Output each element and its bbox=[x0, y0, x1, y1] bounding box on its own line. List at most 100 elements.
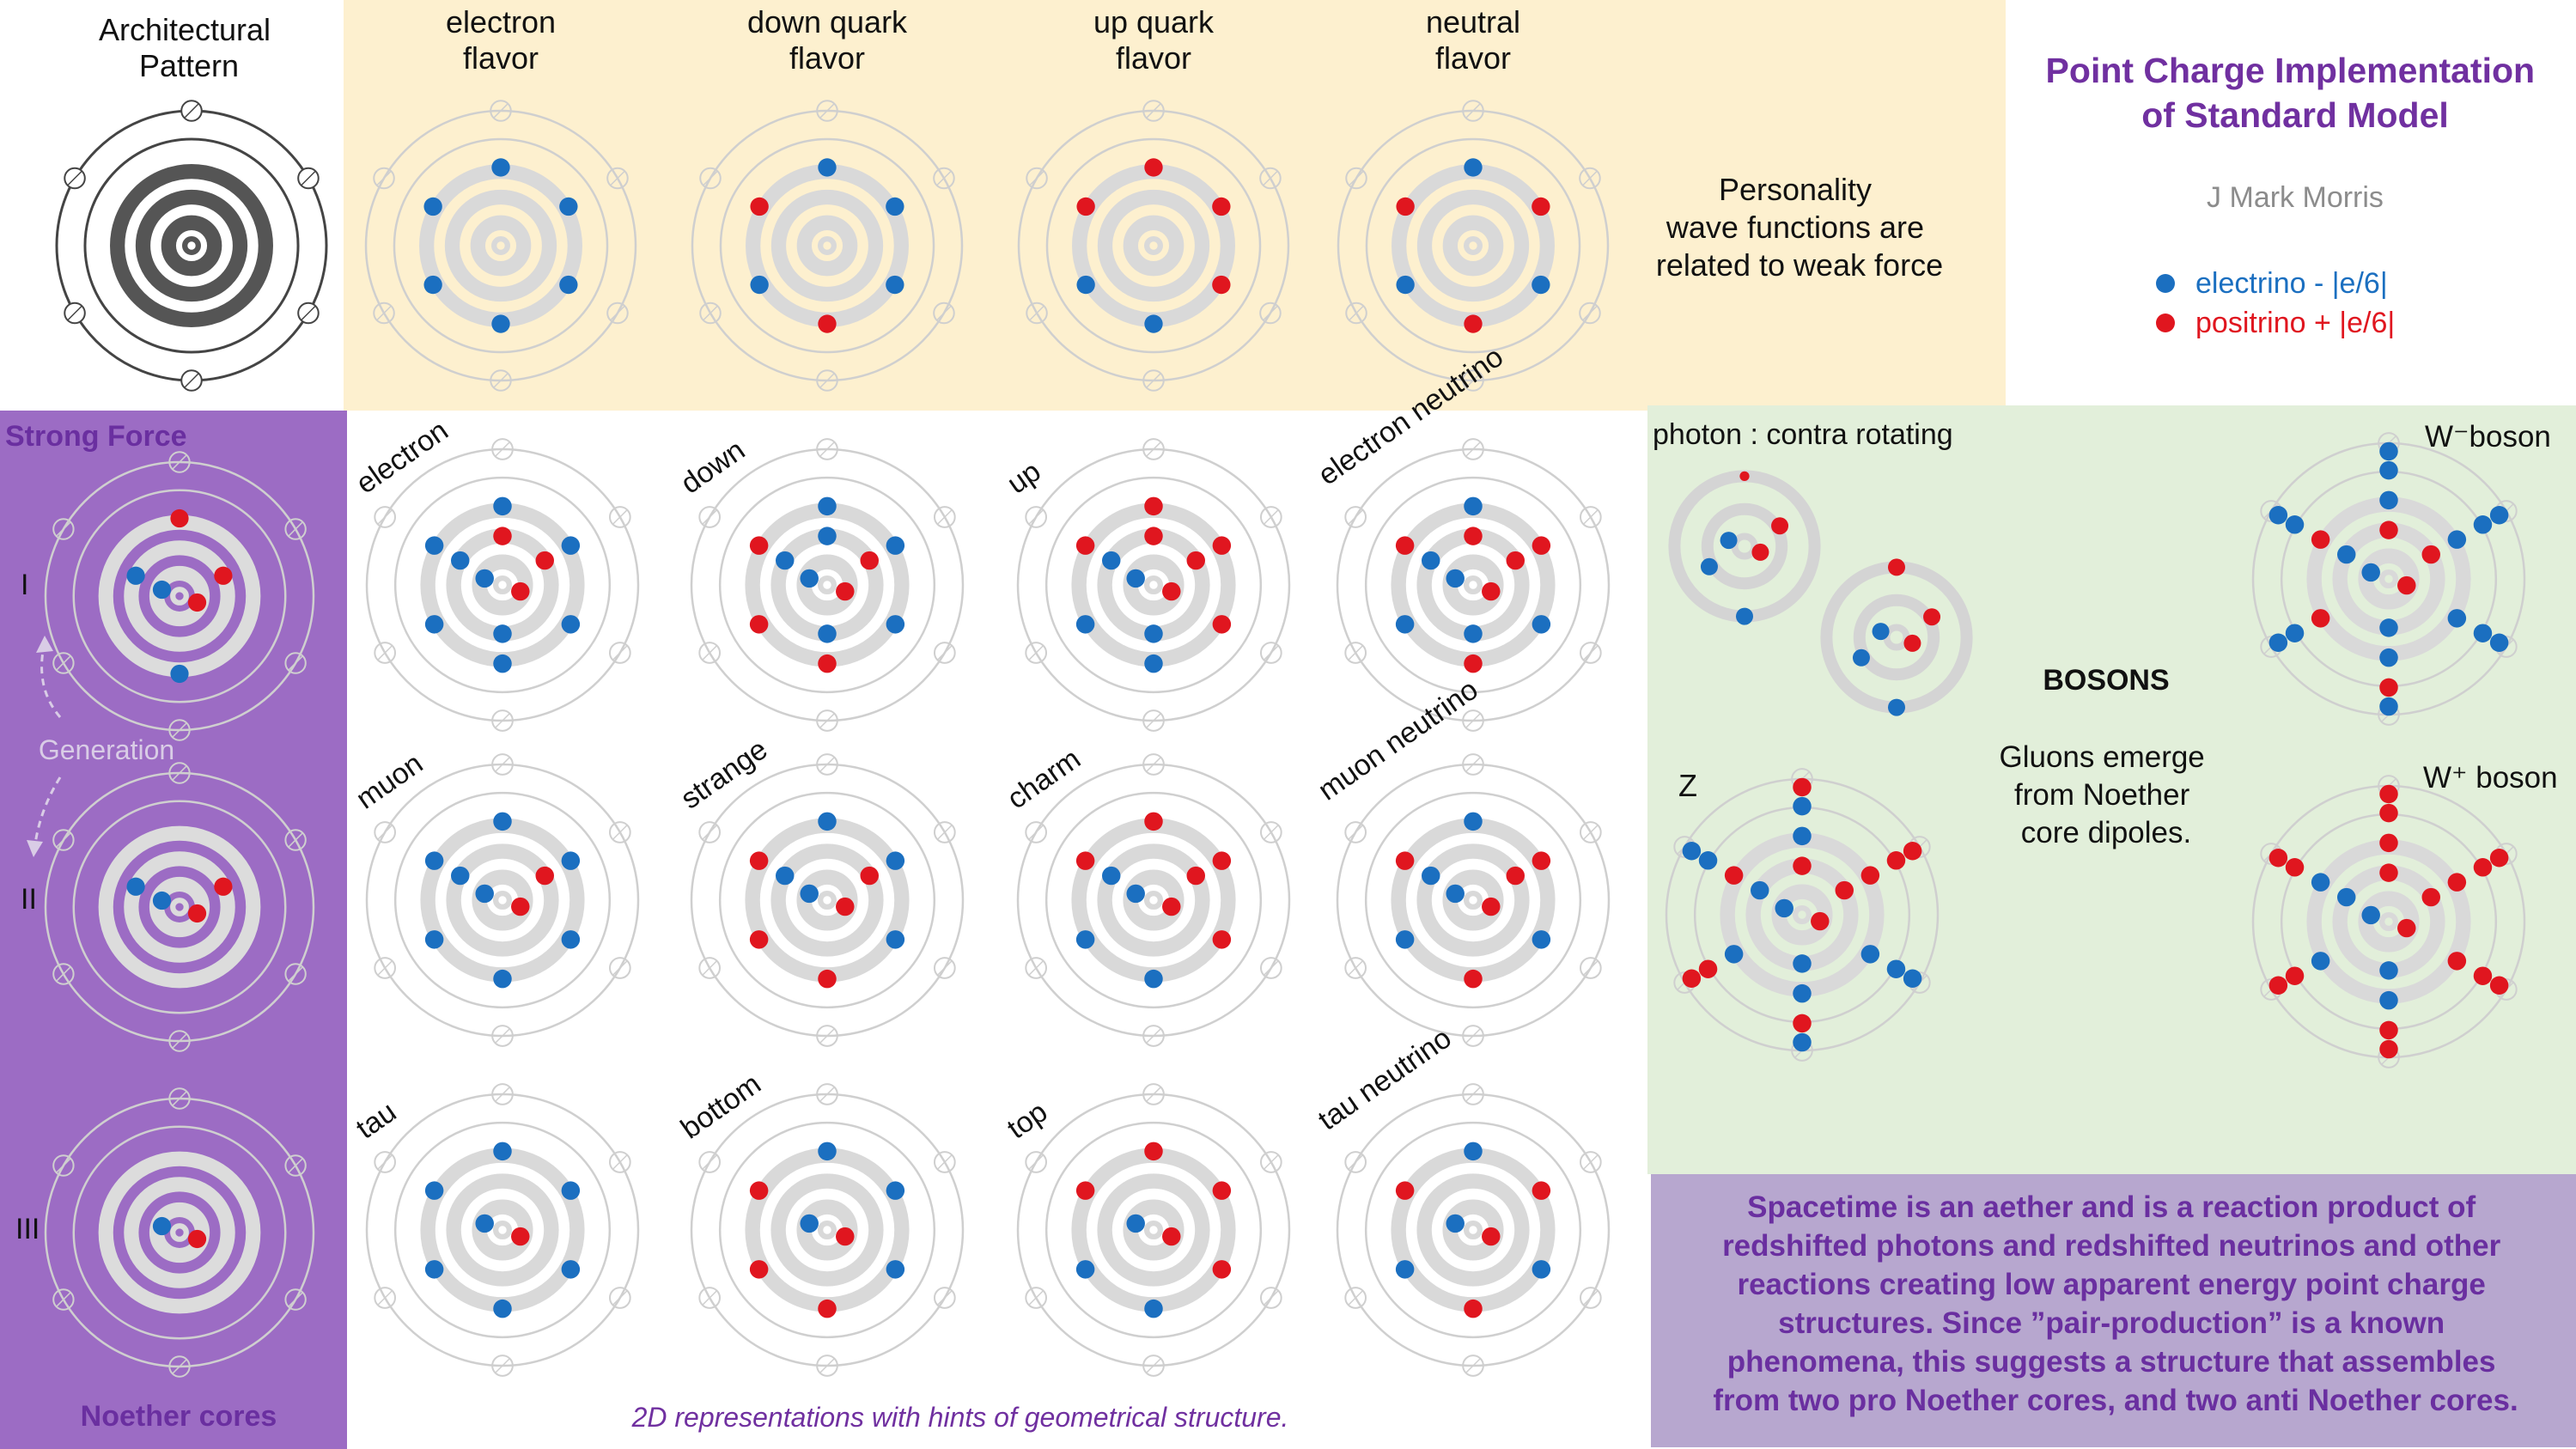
electrino-dot bbox=[424, 615, 444, 634]
orbit-ring-1 bbox=[1336, 1093, 1611, 1367]
site-marker-slash bbox=[56, 832, 71, 848]
electrino-dot bbox=[1682, 841, 1702, 861]
site-marker-slash bbox=[612, 825, 628, 840]
site-marker-slash bbox=[612, 960, 628, 976]
positrino-dot bbox=[818, 1299, 837, 1318]
site-marker-slash bbox=[819, 713, 835, 728]
positrino-dot bbox=[1212, 536, 1232, 555]
site-marker bbox=[1579, 642, 1602, 664]
site-marker bbox=[1579, 301, 1601, 325]
flavor-column-header-line: up quark bbox=[1093, 4, 1215, 40]
site-marker-slash bbox=[1348, 1290, 1363, 1306]
site-marker-slash bbox=[937, 960, 953, 976]
core-band-2 bbox=[1416, 528, 1530, 642]
site-marker-slash bbox=[56, 1292, 71, 1307]
site-marker bbox=[1025, 1151, 1048, 1173]
positrino-dot bbox=[1698, 959, 1718, 978]
site-marker-slash bbox=[288, 832, 303, 848]
positrino-dot bbox=[749, 536, 769, 555]
site-marker-slash bbox=[1465, 713, 1481, 728]
site-marker bbox=[1344, 642, 1367, 664]
site-marker-slash bbox=[56, 521, 71, 537]
site-marker bbox=[168, 1087, 191, 1110]
positrino-dot bbox=[1186, 551, 1206, 570]
orbit-ring-1 bbox=[55, 109, 328, 382]
electrino-dot bbox=[1736, 607, 1753, 625]
core-band-3 bbox=[1442, 215, 1504, 277]
author: J Mark Morris bbox=[2207, 181, 2384, 214]
flavor-diagram-4 bbox=[1337, 100, 1610, 392]
site-marker-slash bbox=[1264, 1290, 1279, 1306]
site-marker-slash bbox=[1029, 306, 1044, 320]
site-marker-slash bbox=[1348, 1154, 1363, 1170]
electrino-dot bbox=[1395, 1260, 1415, 1279]
site-marker-slash bbox=[936, 306, 952, 320]
site-marker bbox=[1579, 167, 1601, 190]
particle-diagram-top bbox=[1016, 1083, 1291, 1377]
architectural-pattern-title: Architectural Pattern bbox=[99, 12, 279, 83]
core-positrino bbox=[1482, 1227, 1501, 1246]
positrino-dot bbox=[214, 877, 233, 896]
site-marker-slash bbox=[172, 454, 187, 470]
site-marker-slash bbox=[937, 825, 953, 840]
site-marker bbox=[491, 1355, 514, 1377]
orbit-ring-2 bbox=[1044, 476, 1263, 694]
positrino-dot bbox=[2421, 887, 2441, 907]
site-marker-slash bbox=[1349, 171, 1364, 186]
orbit-ring-1 bbox=[365, 1093, 640, 1367]
particle-diagram-down bbox=[690, 438, 965, 732]
electrino-dot bbox=[775, 551, 795, 570]
positrino-dot bbox=[1212, 197, 1231, 216]
site-marker-slash bbox=[1583, 1154, 1599, 1170]
electrino-dot bbox=[886, 1181, 905, 1200]
core-electrino bbox=[152, 580, 172, 600]
site-marker-slash bbox=[612, 645, 628, 661]
electrino-dot bbox=[450, 551, 470, 570]
core-center bbox=[182, 236, 201, 255]
core-positrino bbox=[187, 904, 207, 923]
electrino-dot bbox=[1903, 969, 1922, 989]
electrino-dot bbox=[1101, 551, 1121, 570]
electrino-dot bbox=[1720, 532, 1738, 550]
electrino-dot bbox=[1860, 945, 1880, 964]
site-marker-slash bbox=[377, 960, 393, 976]
electrino-dot bbox=[1144, 314, 1163, 333]
site-marker bbox=[491, 709, 514, 732]
positrino-dot bbox=[2268, 848, 2288, 868]
electrino-dot bbox=[170, 664, 189, 684]
particle-diagram-muon-neutrino bbox=[1336, 753, 1611, 1047]
positrino-dot bbox=[1724, 866, 1744, 885]
gluon-note: Gluons emerge from Noether core dipoles. bbox=[1999, 740, 2213, 849]
site-marker bbox=[816, 369, 838, 392]
orbit-ring-2 bbox=[72, 1125, 287, 1340]
site-marker-slash bbox=[1146, 1358, 1161, 1373]
site-marker-slash bbox=[1582, 306, 1598, 320]
site-marker bbox=[284, 829, 307, 851]
site-marker-slash bbox=[172, 765, 187, 781]
site-marker-slash bbox=[56, 1158, 71, 1173]
site-marker-slash bbox=[1583, 960, 1599, 976]
site-marker bbox=[1579, 821, 1602, 843]
core-center bbox=[1792, 904, 1812, 925]
electrino-dot bbox=[1464, 812, 1483, 831]
site-marker-slash bbox=[937, 1154, 953, 1170]
electrino-dot bbox=[424, 851, 444, 870]
flavor-diagram-3 bbox=[1017, 100, 1290, 392]
electrino-dot bbox=[2379, 490, 2398, 510]
positrino-dot bbox=[818, 314, 837, 333]
site-marker bbox=[699, 167, 722, 190]
core-band-3 bbox=[1123, 215, 1184, 277]
particle-diagram-tau bbox=[365, 1083, 640, 1377]
positrino-dot bbox=[2285, 858, 2305, 877]
core-positrino bbox=[511, 897, 530, 916]
electrino-dot bbox=[1075, 930, 1095, 949]
generation-arrow-down-head bbox=[27, 840, 43, 857]
positrino-dot bbox=[2447, 952, 2467, 971]
noether-cores-label: Noether cores bbox=[81, 1400, 277, 1433]
site-marker bbox=[933, 167, 955, 190]
core-center bbox=[1143, 575, 1164, 595]
core-center bbox=[1143, 1220, 1164, 1240]
site-marker-slash bbox=[612, 1290, 628, 1306]
core-electrino bbox=[1126, 569, 1145, 588]
electrino-dot bbox=[1076, 275, 1095, 295]
